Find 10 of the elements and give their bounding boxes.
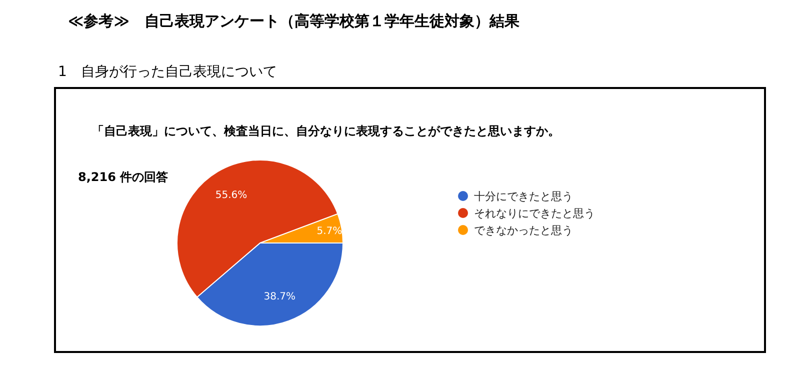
- data-label: 5.7%: [316, 226, 342, 237]
- legend-label: それなりにできたと思う: [474, 207, 595, 220]
- text: 8,216 件の回答: [78, 170, 170, 184]
- legend-label: 十分にできたと思う: [474, 190, 573, 203]
- text: 「自己表現」について、検査当日に、自分なりに表現することができたと思いますか。: [92, 124, 560, 138]
- chart-subtitle: 1 自身が行った自己表現について: [58, 64, 277, 80]
- data-label: 55.6%: [215, 190, 248, 201]
- chart-title: ≪参考≫ 自己表現アンケート（高等学校第１学年生徒対象）結果: [68, 12, 520, 30]
- data-label: 38.7%: [264, 291, 296, 302]
- legend-label: できなかったと思う: [474, 224, 573, 237]
